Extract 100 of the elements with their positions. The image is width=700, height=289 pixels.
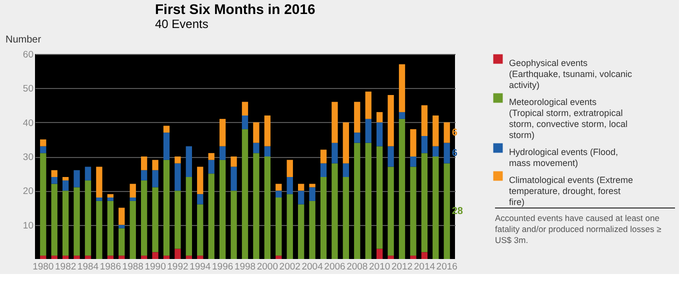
bar [365, 92, 372, 119]
bar [62, 190, 69, 256]
bar [152, 160, 158, 170]
chart-title: First Six Months in 2016 [155, 1, 316, 17]
bar [410, 166, 416, 256]
bar [253, 153, 260, 259]
bar [388, 95, 394, 146]
bar [51, 256, 58, 259]
bar [264, 156, 271, 259]
bar [286, 194, 293, 259]
bar [118, 256, 125, 259]
bar [242, 129, 248, 259]
bar [74, 256, 80, 259]
bar [197, 256, 204, 259]
x-tick-label: 2002 [279, 262, 300, 272]
bar [376, 122, 383, 146]
bar [174, 156, 181, 164]
bar [276, 184, 282, 191]
bar [286, 160, 293, 177]
bar [163, 160, 170, 256]
bar [298, 184, 304, 191]
bar [130, 184, 136, 198]
bar [197, 194, 204, 204]
bar [197, 204, 204, 256]
bar [84, 256, 92, 259]
bar [130, 200, 136, 259]
bar [444, 142, 450, 164]
bar [365, 142, 372, 259]
legend-label: Meteorological events (Tropical storm, extratropical storm, convective storm, local storm) [509, 97, 628, 140]
bar [410, 129, 416, 156]
bar [74, 170, 80, 188]
bar [163, 132, 170, 160]
bar [140, 256, 148, 259]
bar [51, 177, 58, 184]
bar [84, 180, 92, 256]
bar [421, 105, 428, 136]
bar [253, 142, 260, 154]
bar [230, 156, 237, 167]
bar [107, 256, 114, 259]
bar [376, 112, 383, 122]
bar [309, 187, 316, 201]
bar [342, 177, 350, 259]
bar [398, 118, 406, 259]
bar [332, 142, 338, 164]
bar [342, 122, 350, 164]
x-tick-label: 2016 [436, 262, 458, 272]
bar [186, 146, 192, 177]
x-tick-label: 2012 [391, 262, 413, 272]
bar [186, 256, 192, 259]
bar [152, 187, 158, 252]
bar [51, 170, 58, 177]
bar [118, 224, 125, 228]
y-tick-label: 20 [22, 186, 34, 198]
bar [130, 198, 136, 201]
bar [96, 198, 102, 201]
bar [40, 153, 46, 256]
bar [376, 248, 383, 259]
bar [107, 200, 114, 256]
bar [219, 118, 226, 146]
bar [140, 170, 148, 180]
bar [286, 177, 293, 194]
bar [208, 160, 214, 174]
x-tick-label: 1994 [190, 262, 211, 272]
bar [62, 180, 69, 191]
bar [365, 118, 372, 143]
bar [208, 153, 214, 160]
bar [140, 156, 148, 170]
bar [163, 256, 170, 259]
bar [320, 163, 327, 177]
bar [410, 156, 416, 167]
x-tick-label: 1992 [167, 262, 188, 272]
x-tick-label: 2004 [302, 262, 323, 272]
x-tick-label: 1982 [54, 262, 76, 272]
bar [230, 166, 237, 191]
bar [320, 177, 327, 259]
bar [342, 163, 350, 177]
x-tick-label: 2006 [324, 262, 346, 272]
bar [276, 256, 282, 259]
bar [140, 180, 148, 256]
bar [174, 163, 181, 191]
x-tick-label: 1990 [144, 262, 166, 272]
bar [62, 177, 69, 180]
bar [219, 160, 226, 259]
bar [74, 187, 80, 256]
x-tick-label: 2010 [369, 262, 390, 272]
bar [388, 166, 394, 256]
y-tick-label: 40 [22, 118, 34, 129]
x-tick-label: 1980 [32, 262, 54, 272]
bar [264, 116, 271, 146]
bar [40, 146, 46, 154]
bar [410, 256, 416, 259]
bar [376, 146, 383, 249]
x-tick-label: 1996 [212, 262, 234, 272]
bar [107, 194, 114, 198]
bar [298, 190, 304, 204]
bar [398, 64, 406, 112]
bar [118, 228, 125, 256]
bar [354, 142, 360, 259]
y-tick-label: 30 [22, 152, 34, 163]
bar [432, 146, 439, 156]
